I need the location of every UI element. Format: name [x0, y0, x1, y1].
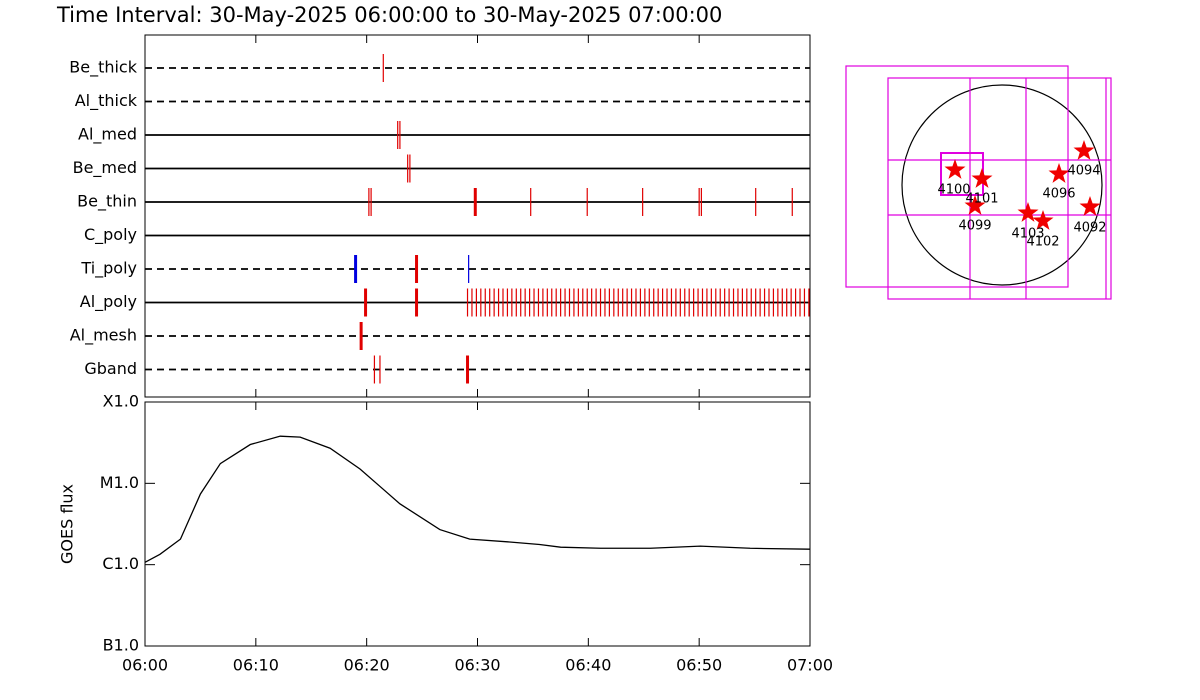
regions: 4100 4101 4099 4096 4094 4103 4102 4092 [937, 140, 1107, 250]
x-tick-label: 06:10 [233, 656, 279, 675]
region-label: 4096 [1042, 187, 1075, 202]
sun-map [845, 65, 1112, 300]
goes-curve [144, 435, 811, 563]
x-tick-label: 06:40 [565, 656, 611, 675]
y-tick-label: M1.0 [100, 473, 139, 492]
solar-disk [901, 84, 1103, 286]
row-label: Be_med [73, 158, 137, 178]
row-label: Al_thick [75, 91, 138, 111]
x-tick-label: 07:00 [787, 656, 833, 675]
region-label: 4094 [1067, 164, 1100, 179]
region-star [1073, 140, 1095, 160]
fov-box [845, 65, 1069, 288]
row-label: C_poly [84, 225, 137, 245]
title: Time Interval: 30-May-2025 06:00:00 to 3… [56, 3, 722, 27]
region-star [1079, 196, 1101, 216]
x-tick-label: 06:00 [122, 656, 168, 675]
row-label: Al_mesh [70, 326, 137, 346]
row-label: Ti_poly [80, 259, 137, 279]
row-label: Al_med [78, 125, 137, 145]
goes-frame [144, 401, 811, 647]
region-label: 4103 [1011, 227, 1044, 242]
region-star [944, 159, 966, 179]
region-label: 4099 [958, 219, 991, 234]
fov-box [887, 77, 1112, 300]
y-tick-label: B1.0 [103, 636, 139, 655]
row-label: Al_poly [80, 292, 137, 312]
row-label: Be_thick [69, 58, 137, 78]
row-label: Be_thin [77, 192, 137, 212]
y-axis-label: GOES flux [58, 484, 77, 564]
x-tick-label: 06:20 [344, 656, 390, 675]
x-tick-label: 06:50 [676, 656, 722, 675]
region-label: 4092 [1073, 221, 1106, 236]
region-star [1048, 163, 1070, 183]
region-label: 4101 [965, 192, 998, 207]
region-label: 4102 [1026, 235, 1059, 250]
row-label: Gband [84, 359, 137, 378]
x-tick-label: 06:30 [454, 656, 500, 675]
y-tick-label: X1.0 [103, 392, 139, 411]
region-label: 4100 [937, 183, 970, 198]
timeline-frame [144, 34, 811, 398]
y-tick-label: C1.0 [102, 554, 139, 573]
